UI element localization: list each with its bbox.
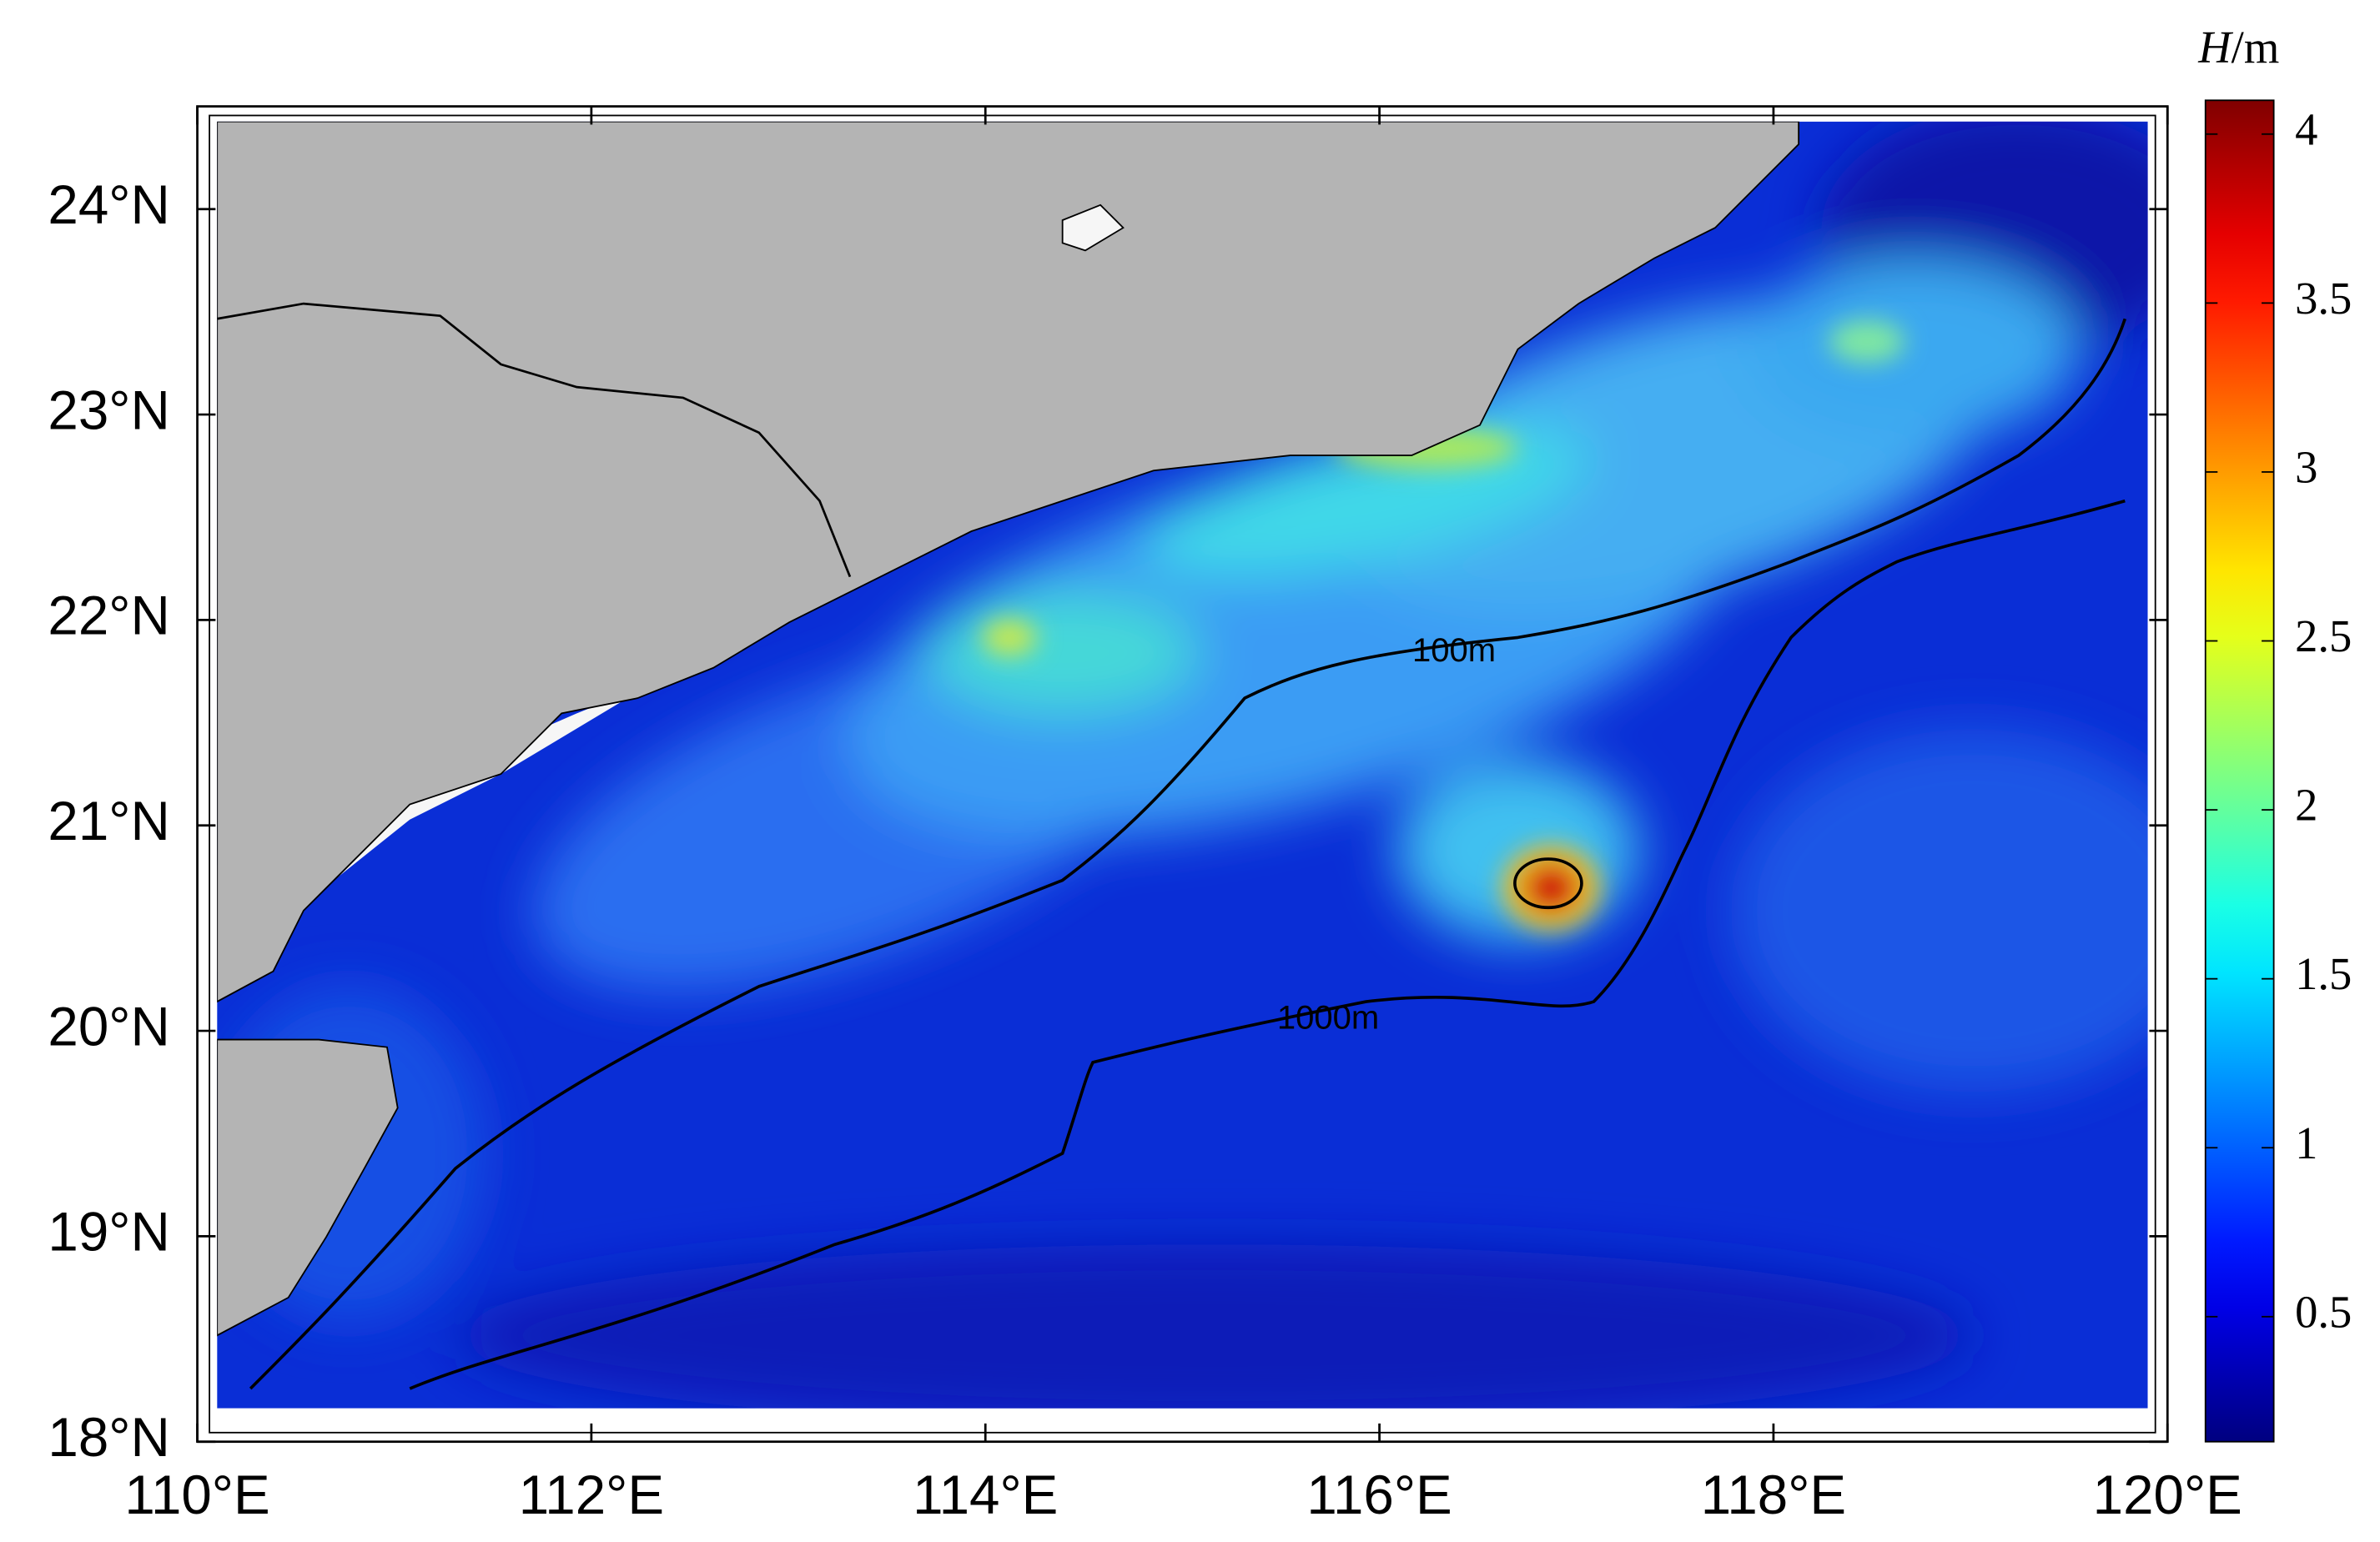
colorbar-unit: /m bbox=[2232, 22, 2280, 73]
y-tick-label: 23°N bbox=[48, 379, 169, 440]
colorbar bbox=[2204, 99, 2275, 1443]
y-tick-label: 24°N bbox=[48, 174, 169, 235]
y-tick-label: 19°N bbox=[48, 1202, 169, 1263]
colorbar-tick-label: 4 bbox=[2295, 103, 2317, 154]
colorbar-tick-label: 3.5 bbox=[2295, 273, 2352, 324]
y-tick-label: 20°N bbox=[48, 996, 169, 1057]
x-tick-label: 112°E bbox=[519, 1464, 664, 1525]
colorbar-tick-label: 1.5 bbox=[2295, 948, 2352, 999]
contour-1000m bbox=[409, 499, 2126, 1390]
x-tick-label: 110°E bbox=[124, 1464, 269, 1525]
colorbar-tick-label: 2.5 bbox=[2295, 610, 2352, 661]
x-tick-label: 120°E bbox=[2093, 1464, 2242, 1525]
map-frame-inner bbox=[209, 114, 2156, 1434]
contour-100m bbox=[249, 318, 2127, 1390]
map-frame bbox=[196, 105, 2169, 1444]
y-tick-label: 21°N bbox=[48, 791, 169, 851]
colorbar-tick-label: 0.5 bbox=[2295, 1286, 2352, 1337]
colorbar-tick-label: 3 bbox=[2295, 441, 2317, 492]
colorbar-label: H/m bbox=[2197, 22, 2279, 73]
x-tick-label: 114°E bbox=[913, 1464, 1058, 1525]
x-tick-label: 116°E bbox=[1306, 1464, 1452, 1525]
y-tick-label: 18°N bbox=[48, 1407, 169, 1468]
colorbar-tick-label: 1 bbox=[2295, 1118, 2317, 1168]
y-tick-label: 22°N bbox=[48, 585, 169, 646]
colorbar-symbol: H bbox=[2197, 22, 2233, 73]
contour-label: 100m bbox=[1412, 632, 1496, 669]
wave-height-field bbox=[217, 121, 2148, 1409]
contour-label: 1000m bbox=[1277, 999, 1379, 1036]
colorbar-tick-label: 2 bbox=[2295, 780, 2317, 831]
x-tick-label: 118°E bbox=[1701, 1464, 1846, 1525]
